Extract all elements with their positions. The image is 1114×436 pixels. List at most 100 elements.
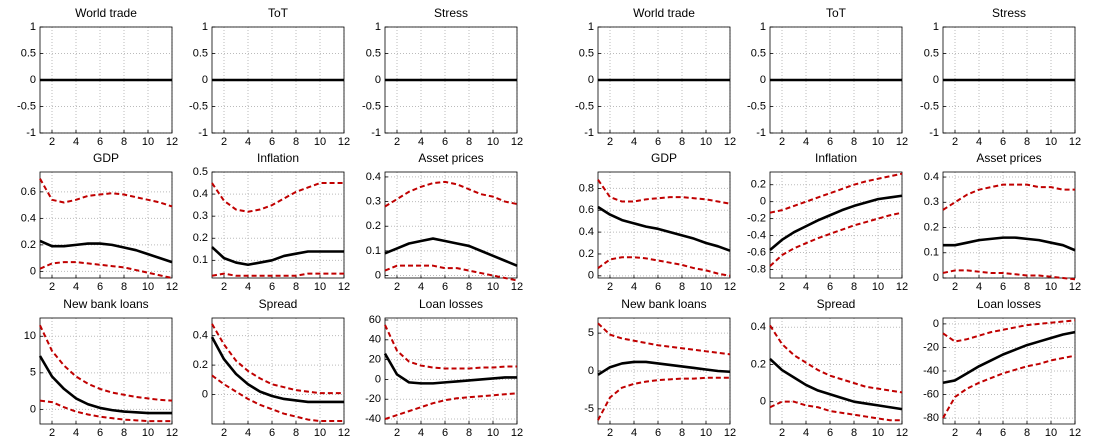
plot-frame: [942, 171, 1076, 279]
line-series: [384, 237, 518, 267]
y-tick-label: -40: [365, 413, 381, 425]
x-tick-label: 6: [827, 427, 833, 436]
y-tick-label: -0.5: [920, 100, 939, 112]
y-tick-label: -1: [756, 127, 766, 139]
x-tick-label: 8: [466, 136, 472, 148]
x-tick-label: 10: [142, 136, 154, 148]
y-tick-label: 0.4: [193, 188, 208, 200]
plot-frame: [211, 317, 345, 425]
panel: Stress 2 4 6 8 10 12 -1 -0.5 0 0.5 1: [920, 6, 1081, 148]
x-tick-label: 10: [1045, 427, 1057, 436]
plot-frame: [384, 171, 518, 279]
x-tick-label: 12: [511, 136, 523, 148]
x-tick-label: 6: [1000, 427, 1006, 436]
panel-title: New bank loans: [63, 297, 148, 311]
x-tick-label: 6: [1000, 281, 1006, 293]
x-tick-label: 4: [245, 427, 251, 436]
y-tick-label: 1: [933, 21, 939, 33]
line-series: [384, 392, 518, 420]
line-series: [597, 205, 731, 252]
x-tick-label: 6: [655, 427, 661, 436]
y-tick-label: 0.4: [193, 330, 208, 342]
y-tick-label: -80: [923, 412, 939, 424]
y-tick-label: -1: [198, 127, 208, 139]
panel: New bank loans 2 4 6 8 10 12 -5 0 5: [584, 297, 736, 436]
x-tick-label: 4: [803, 136, 809, 148]
line-series: [942, 330, 1076, 385]
panel-title: Spread: [817, 297, 856, 311]
y-tick-label: 0.5: [193, 166, 208, 178]
x-tick-label: 8: [121, 281, 127, 293]
y-tick-label: 0: [30, 74, 36, 86]
y-tick-label: 0.5: [193, 47, 208, 59]
line-series: [39, 261, 173, 279]
line-series: [39, 399, 172, 423]
line-series: [39, 178, 173, 208]
y-tick-label: 0.2: [579, 248, 594, 260]
x-tick-label: 2: [952, 281, 958, 293]
y-tick-label: 0.5: [924, 47, 939, 59]
y-tick-label: 5: [588, 327, 594, 339]
y-tick-label: 0.4: [21, 212, 36, 224]
y-tick-label: -1: [929, 127, 939, 139]
x-tick-label: 10: [872, 281, 884, 293]
x-tick-label: 6: [827, 281, 833, 293]
x-tick-label: 10: [1045, 136, 1057, 148]
x-tick-label: 12: [1069, 427, 1081, 436]
plot-frame: [597, 171, 731, 279]
plot-frame: [942, 317, 1076, 425]
x-tick-label: 6: [827, 136, 833, 148]
x-tick-label: 6: [269, 281, 275, 293]
panel-title: Stress: [434, 6, 468, 20]
y-tick-label: 0: [375, 74, 381, 86]
x-tick-label: 8: [679, 136, 685, 148]
x-tick-label: 4: [73, 136, 79, 148]
x-tick-label: 12: [166, 427, 178, 436]
x-tick-label: 2: [394, 136, 400, 148]
panel-title: Spread: [259, 297, 298, 311]
panel: Spread 2 4 6 8 10 12 0 0.2 0.4: [751, 297, 908, 436]
x-tick-label: 10: [314, 281, 326, 293]
x-tick-label: 8: [293, 281, 299, 293]
x-tick-label: 10: [487, 427, 499, 436]
y-tick-label: 0.4: [751, 321, 766, 333]
x-tick-label: 12: [1069, 136, 1081, 148]
y-tick-label: 0: [588, 365, 594, 377]
y-tick-label: -0.5: [17, 100, 36, 112]
x-tick-label: 6: [97, 281, 103, 293]
y-tick-label: 0.2: [366, 220, 381, 232]
line-series: [211, 246, 344, 267]
line-series: [383, 353, 517, 385]
y-tick-label: 0: [30, 403, 36, 415]
line-series: [597, 322, 731, 356]
y-tick-label: 0.5: [579, 47, 594, 59]
y-tick-label: 0.5: [751, 47, 766, 59]
panel: Inflation 2 4 6 8 10 12 0.1 0.2 0.3 0.4 0.5: [193, 151, 350, 293]
y-tick-label: 0.2: [751, 358, 766, 370]
x-tick-label: 10: [142, 427, 154, 436]
plot-frame: [39, 317, 173, 425]
y-tick-label: -1: [371, 127, 381, 139]
panel-title: Asset prices: [976, 151, 1041, 165]
x-tick-label: 6: [655, 281, 661, 293]
line-series: [769, 172, 903, 214]
line-series: [384, 324, 517, 370]
panel: GDP 2 4 6 8 10 12 0 0.2 0.4 0.6 0.8: [579, 151, 736, 293]
x-tick-label: 12: [724, 427, 736, 436]
line-series: [942, 269, 1076, 281]
y-tick-label: 0.1: [193, 254, 208, 266]
line-series: [211, 182, 344, 213]
x-tick-label: 2: [394, 281, 400, 293]
y-tick-label: 0: [588, 270, 594, 282]
panel-title: Stress: [992, 6, 1026, 20]
x-tick-label: 4: [803, 281, 809, 293]
y-tick-label: 0: [375, 373, 381, 385]
y-tick-label: -0.5: [362, 100, 381, 112]
x-tick-label: 4: [245, 281, 251, 293]
x-tick-label: 12: [896, 281, 908, 293]
x-tick-label: 2: [952, 427, 958, 436]
y-tick-label: 5: [30, 367, 36, 379]
line-series: [769, 194, 903, 252]
x-tick-label: 12: [166, 281, 178, 293]
panel: ToT 2 4 6 8 10 12 -1 -0.5 0 0.5 1: [747, 6, 908, 148]
